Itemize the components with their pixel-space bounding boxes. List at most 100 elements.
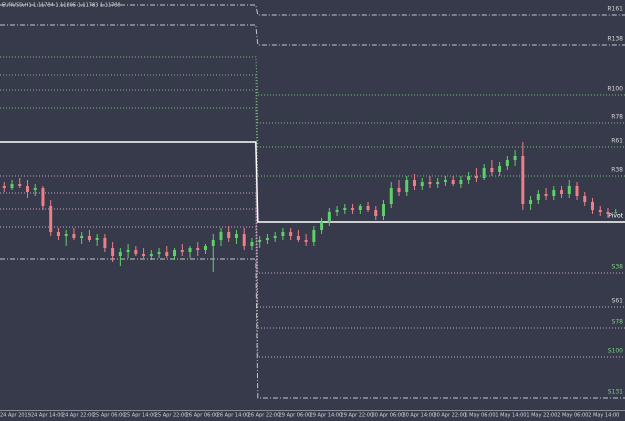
candle-body <box>412 180 416 186</box>
candle-body <box>134 250 138 254</box>
candle-body <box>513 156 517 160</box>
candle-body <box>10 184 14 188</box>
candle-body <box>428 182 432 184</box>
candle-body <box>242 234 246 246</box>
candle-body <box>258 240 262 242</box>
x-tick-label: 1 May 22:00 <box>526 413 557 419</box>
candle-body <box>529 200 533 204</box>
x-tick-label: 26 Apr 06:00 <box>186 413 219 419</box>
candle-body <box>111 248 115 256</box>
candle-body <box>296 236 300 240</box>
candle-body <box>405 180 409 192</box>
x-tick-label: 25 Apr 14:00 <box>124 413 157 419</box>
x-tick-label: 30 Apr 22:00 <box>433 413 466 419</box>
candle-body <box>2 186 6 188</box>
candle-body <box>567 186 571 194</box>
candle-body <box>591 202 594 210</box>
candle-body <box>614 212 618 214</box>
x-tick-label: 30 Apr 14:00 <box>402 413 435 419</box>
candle-body <box>498 166 502 172</box>
level-label: R100 <box>607 86 623 93</box>
candle-body <box>521 156 525 204</box>
x-tick-label: 2 May 06:00 <box>557 413 588 419</box>
candle-body <box>575 186 579 196</box>
candle-body <box>72 234 76 238</box>
level-label: R38 <box>611 167 623 174</box>
pivot-level-line <box>0 192 625 308</box>
pivot-level-line <box>0 107 625 177</box>
candle-body <box>103 238 107 248</box>
candle-body <box>219 232 223 240</box>
candle-body <box>327 212 331 222</box>
candle-body <box>343 208 347 210</box>
candle-body <box>536 194 540 200</box>
candle-body <box>382 204 386 216</box>
x-tick-label: 24 Apr 2019 <box>0 413 31 419</box>
candle-body <box>598 210 602 212</box>
level-label: Pivot <box>608 213 623 220</box>
candle-body <box>180 250 184 252</box>
candle-body <box>366 206 370 210</box>
level-label: R161 <box>607 6 623 13</box>
x-tick-label: 30 Apr 06:00 <box>372 413 405 419</box>
x-tick-label: 24 Apr 14:00 <box>31 413 64 419</box>
candle-body <box>289 232 293 236</box>
candle-body <box>196 248 200 250</box>
pivot-level-line <box>0 24 625 46</box>
candle-body <box>95 238 99 240</box>
level-label: S78 <box>612 319 624 326</box>
candle-body <box>420 182 424 186</box>
candle-body <box>142 254 146 256</box>
x-tick-label: 25 Apr 06:00 <box>93 413 126 419</box>
candle-body <box>80 236 84 238</box>
candle-body <box>320 222 324 230</box>
candle-body <box>204 246 207 250</box>
candle-body <box>335 210 339 212</box>
candle-body <box>56 232 60 236</box>
candle-body <box>374 210 378 216</box>
candle-body <box>281 232 285 236</box>
x-tick-label: 1 May 06:00 <box>464 413 495 419</box>
candle-body <box>467 176 471 180</box>
candle-body <box>482 168 486 178</box>
level-label: R61 <box>611 138 623 145</box>
candle-body <box>443 180 447 182</box>
level-label: S38 <box>612 264 624 271</box>
candle-body <box>459 180 463 184</box>
candle-body <box>544 194 548 196</box>
candle-body <box>474 176 478 178</box>
candle-body <box>188 248 192 252</box>
candle-body <box>33 188 37 190</box>
candle-body <box>118 252 122 256</box>
candle-body <box>273 236 277 238</box>
level-label: R138 <box>607 36 623 43</box>
candle-body <box>227 232 231 238</box>
candle-body <box>389 188 393 204</box>
candle-body <box>451 180 455 184</box>
x-tick-label: 29 Apr 06:00 <box>279 413 312 419</box>
candle-body <box>25 186 29 192</box>
candle-body <box>211 240 215 246</box>
level-label: S131 <box>608 389 623 396</box>
candle-body <box>64 234 68 236</box>
candle-body <box>312 230 316 242</box>
candle-body <box>234 234 238 238</box>
pivot-level-line <box>0 56 625 96</box>
level-label: S61 <box>612 298 624 305</box>
candle-body <box>505 160 509 166</box>
candle-body <box>250 242 254 246</box>
candle-body <box>304 240 308 242</box>
candle-body <box>490 168 494 172</box>
candle-body <box>552 190 556 196</box>
candle-body <box>397 188 401 192</box>
pivot-level-line <box>0 258 625 399</box>
x-tick-label: 26 Apr 22:00 <box>248 413 281 419</box>
candle-body <box>18 184 22 186</box>
x-tick-label: 24 Apr 22:00 <box>62 413 95 419</box>
candle-body <box>165 252 169 256</box>
candle-body <box>49 206 53 232</box>
level-label: S100 <box>608 348 623 355</box>
